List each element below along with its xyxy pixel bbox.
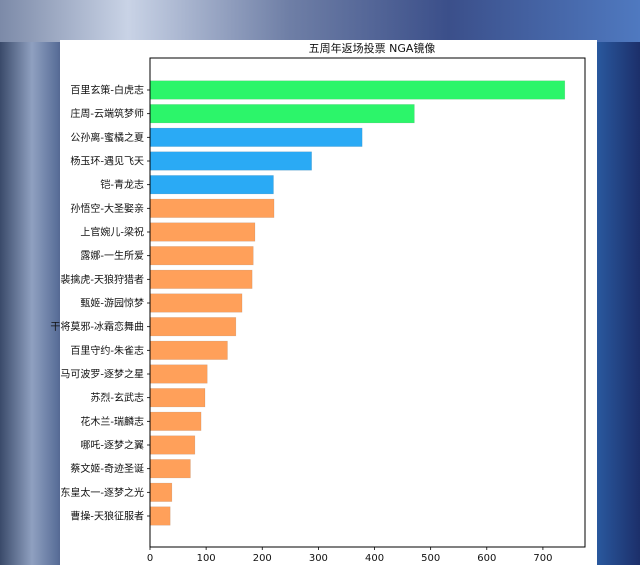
y-tick-label: 庄周-云端筑梦师 xyxy=(70,107,144,120)
x-tick-label: 600 xyxy=(477,553,496,564)
chart-title: 五周年返场投票 NGA镜像 xyxy=(309,41,436,55)
y-tick-label: 蔡文姬-奇迹圣诞 xyxy=(70,462,144,475)
bar xyxy=(149,269,253,289)
y-tick-label: 东皇太一-逐梦之光 xyxy=(60,486,144,499)
y-tick-label: 马可波罗-逐梦之星 xyxy=(60,368,144,381)
bar xyxy=(149,246,254,266)
y-tick-label: 干将莫邪-冰霜恋舞曲 xyxy=(50,320,144,333)
y-tick-label: 上官婉儿-梁祝 xyxy=(80,226,144,239)
bar xyxy=(149,80,566,100)
x-tick-label: 300 xyxy=(309,553,328,564)
bar xyxy=(149,435,196,455)
bar xyxy=(149,340,228,360)
x-tick-label: 500 xyxy=(421,553,440,564)
x-tick-label: 400 xyxy=(365,553,384,564)
bar xyxy=(149,482,173,502)
y-tick-label: 百里守约-朱雀志 xyxy=(70,344,144,357)
x-tick-label: 100 xyxy=(197,553,216,564)
y-tick-label: 曹操-天狼征服者 xyxy=(70,510,144,523)
y-tick-label: 杨玉环-遇见飞天 xyxy=(70,155,144,168)
y-tick-label: 百里玄策-白虎志 xyxy=(70,84,144,97)
bar xyxy=(149,317,237,337)
bar xyxy=(149,151,312,171)
y-tick-label: 裴擒虎-天狼狩猎者 xyxy=(60,273,144,286)
y-tick-label: 甄姬-游园惊梦 xyxy=(80,297,144,310)
background-artwork-top xyxy=(0,0,640,42)
bar xyxy=(149,104,415,124)
bar xyxy=(149,175,274,195)
y-tick-label: 公孙离-蜜橘之夏 xyxy=(70,131,144,144)
bar xyxy=(149,364,208,384)
bar xyxy=(149,127,363,147)
y-tick-label: 孙悟空-大圣娶亲 xyxy=(70,202,144,215)
bar xyxy=(149,388,206,408)
y-tick-label: 铠-青龙志 xyxy=(100,178,144,191)
y-tick-label: 露娜-一生所爱 xyxy=(80,249,144,262)
bar xyxy=(149,293,243,313)
bar xyxy=(149,459,191,479)
x-tick-label: 700 xyxy=(533,553,552,564)
y-tick-label: 哪吒-逐梦之翼 xyxy=(80,439,144,452)
x-tick-label: 200 xyxy=(253,553,272,564)
bar xyxy=(149,222,256,242)
bar xyxy=(149,198,275,218)
bar xyxy=(149,411,202,431)
x-tick-label: 0 xyxy=(147,553,153,564)
bar xyxy=(149,506,171,526)
y-tick-label: 苏烈-玄武志 xyxy=(90,391,144,404)
y-tick-label: 花木兰-瑞麟志 xyxy=(80,415,144,428)
plot-frame xyxy=(149,57,586,548)
